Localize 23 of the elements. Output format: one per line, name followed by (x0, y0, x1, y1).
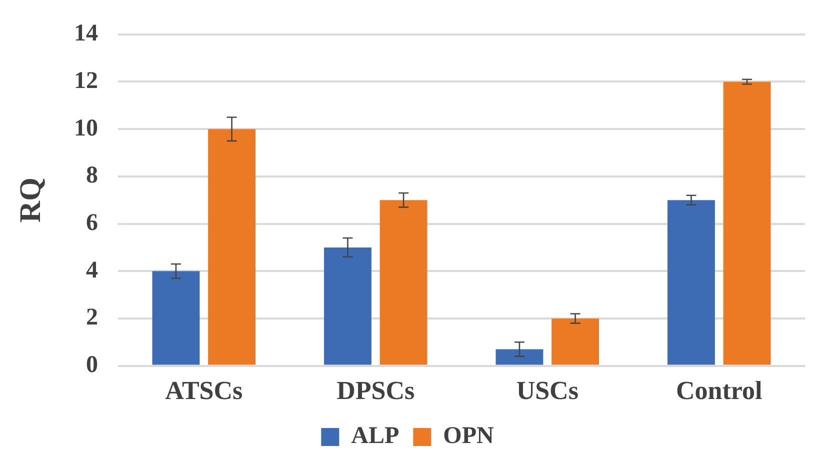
x-tick-label: USCs (516, 376, 578, 406)
y-tick-label: 10 (74, 115, 98, 142)
bar (152, 271, 200, 365)
legend-label: OPN (443, 423, 494, 450)
y-axis-title: RQ (14, 178, 47, 223)
bar (380, 200, 428, 365)
bar (667, 200, 715, 365)
bar (208, 129, 256, 365)
x-tick-label: DPSCs (336, 376, 415, 406)
y-tick-label: 6 (86, 210, 98, 236)
y-tick-label: 2 (86, 304, 98, 331)
x-tick-label: Control (676, 376, 762, 406)
x-tick-label: ATSCs (165, 376, 243, 406)
legend-label: ALP (351, 423, 400, 450)
bar (723, 82, 771, 365)
y-tick-label: 14 (74, 20, 98, 47)
bar (552, 318, 600, 365)
y-tick-label: 0 (86, 352, 98, 378)
y-tick-label: 8 (86, 162, 98, 189)
bar (496, 349, 544, 365)
y-tick-label: 12 (74, 68, 98, 94)
y-tick-label: 4 (86, 257, 98, 284)
bar (324, 247, 372, 365)
